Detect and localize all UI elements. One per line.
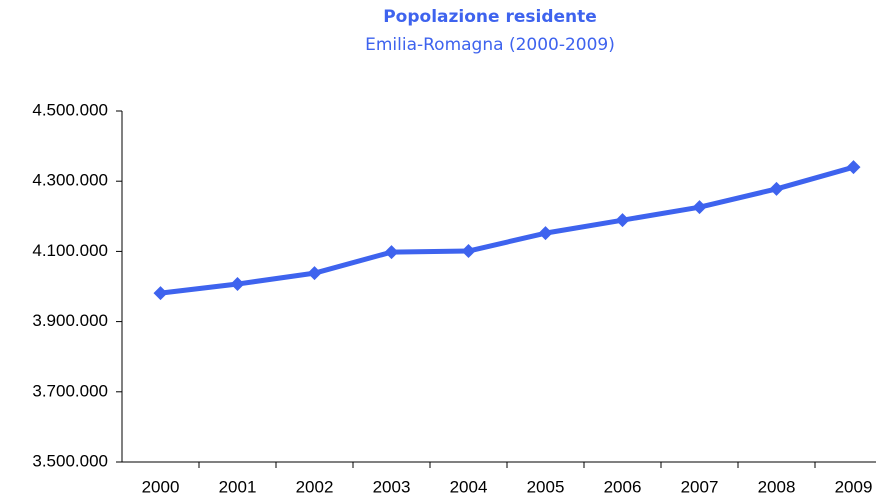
marker [461, 244, 476, 259]
x-tick-label: 2001 [219, 477, 257, 496]
marker [307, 266, 322, 281]
marker [153, 286, 168, 301]
y-tick-label: 4.500.000 [32, 100, 108, 119]
x-tick-label: 2004 [450, 477, 488, 496]
line [160, 164, 855, 296]
x-tick-label: 2008 [758, 477, 796, 496]
marker [615, 213, 630, 228]
chart-subtitle: Emilia-Romagna (2000-2009) [365, 35, 615, 55]
y-tick-label: 4.300.000 [32, 171, 108, 190]
marker [230, 277, 245, 292]
y-tick-label: 4.100.000 [32, 241, 108, 260]
x-tick-label: 2007 [681, 477, 719, 496]
x-tick-label: 2005 [527, 477, 565, 496]
x-tick-label: 2009 [835, 477, 873, 496]
x-tick-label: 2003 [373, 477, 411, 496]
x-tick-label: 2000 [142, 477, 180, 496]
x-tick-label: 2006 [604, 477, 642, 496]
chart-title: Popolazione residente [383, 7, 597, 27]
y-tick-label: 3.700.000 [32, 381, 108, 400]
marker [692, 200, 707, 215]
marker [538, 226, 553, 241]
y-tick-label: 3.500.000 [32, 451, 108, 470]
marker [846, 160, 861, 175]
x-tick-label: 2002 [296, 477, 334, 496]
marker [384, 245, 399, 260]
marker [769, 181, 784, 196]
y-tick-label: 3.900.000 [32, 311, 108, 330]
